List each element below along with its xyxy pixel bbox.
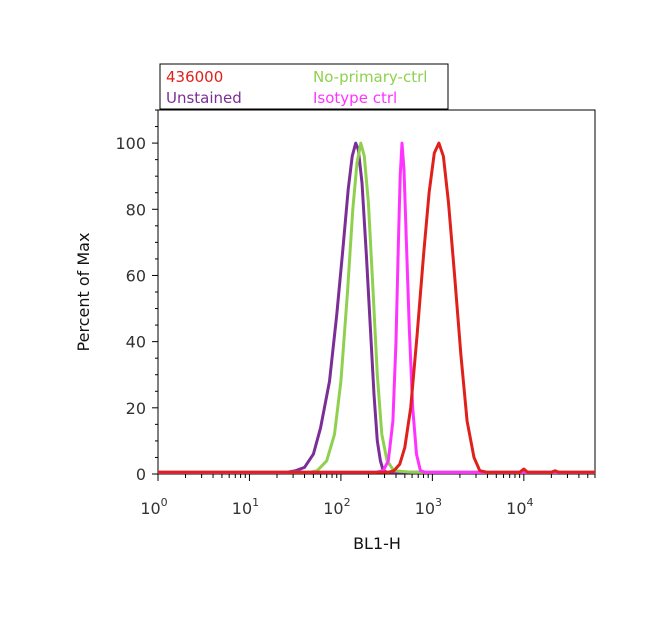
y-tick-label: 80: [126, 200, 146, 219]
series-isotype-ctrl: [158, 141, 595, 474]
series-layer: [158, 141, 595, 474]
x-tick-label: 101: [232, 496, 259, 518]
legend-box: [159, 63, 449, 110]
legend-entry-unstained: Unstained: [166, 89, 242, 107]
legend: 436000 No-primary-ctrl Unstained Isotype…: [159, 63, 449, 110]
series-unstained: [158, 141, 595, 474]
y-tick-label: 100: [115, 134, 146, 153]
y-tick-label: 0: [136, 465, 146, 484]
x-axis: 100 101 102 103 104: [140, 474, 596, 518]
x-axis-title: BL1-H: [353, 534, 401, 553]
legend-entry-no-primary-ctrl: No-primary-ctrl: [313, 68, 427, 86]
x-tick-label: 103: [415, 496, 442, 518]
x-tick-label: 100: [140, 496, 167, 518]
series-436000: [158, 141, 595, 474]
y-tick-label: 40: [126, 333, 146, 352]
y-axis-title: Percent of Max: [74, 233, 93, 352]
legend-entry-isotype-ctrl: Isotype ctrl: [313, 89, 397, 107]
x-tick-label: 102: [323, 496, 350, 518]
y-axis: 0 20 40 60 80 100: [115, 109, 158, 484]
y-tick-label: 60: [126, 266, 146, 285]
x-tick-label: 104: [506, 496, 533, 518]
legend-entry-436000: 436000: [166, 68, 223, 86]
y-tick-label: 20: [126, 399, 146, 418]
